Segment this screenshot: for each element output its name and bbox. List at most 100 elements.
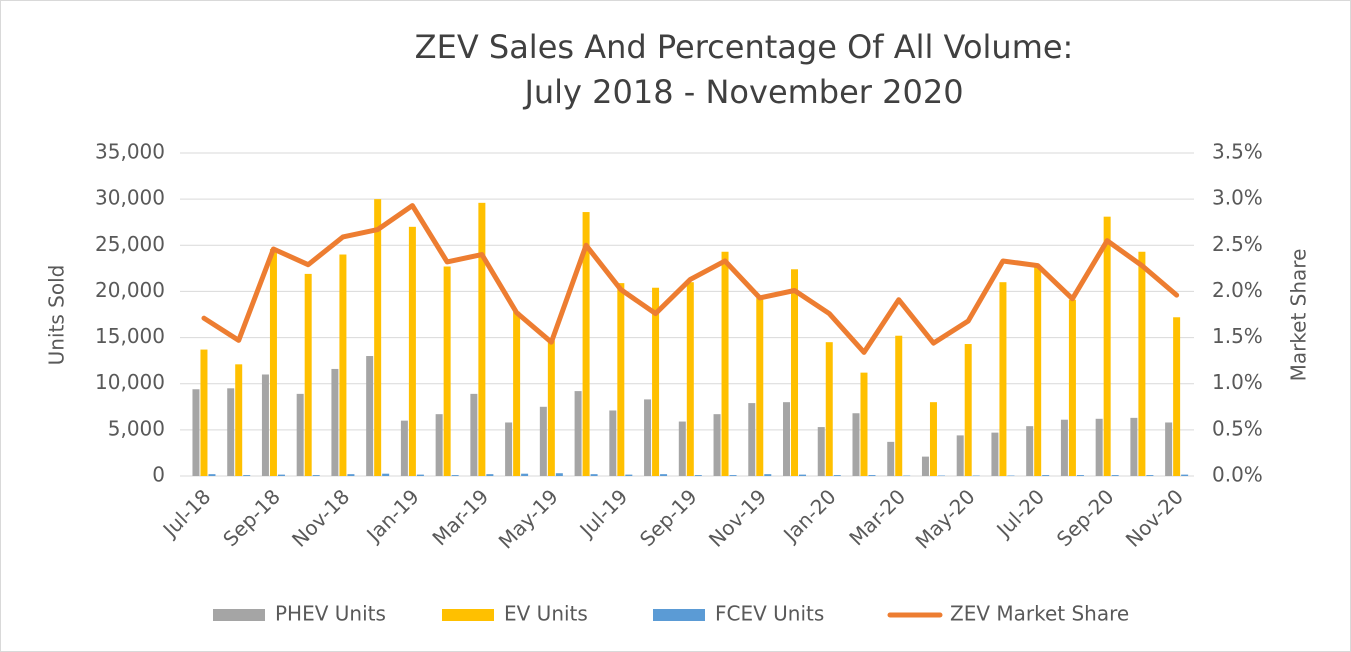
- bar: [868, 475, 876, 476]
- bar: [1026, 426, 1034, 476]
- bar: [208, 474, 216, 476]
- bar: [470, 393, 478, 476]
- y2-tick-label: 3.0%: [1212, 186, 1263, 210]
- bar: [277, 474, 285, 476]
- bar: [539, 406, 547, 476]
- y2-tick-label: 1.5%: [1212, 324, 1263, 348]
- bar: [555, 473, 563, 476]
- bar: [408, 226, 416, 476]
- bar: [748, 403, 756, 476]
- bar: [243, 475, 251, 476]
- bar: [756, 297, 764, 476]
- y2-tick-label: 0.5%: [1212, 416, 1263, 440]
- bar: [1181, 474, 1189, 476]
- bar: [644, 399, 652, 476]
- bar: [678, 421, 686, 476]
- y-tick-label: 20,000: [95, 278, 165, 302]
- legend-swatch: [653, 609, 705, 621]
- bar: [1138, 251, 1146, 476]
- bar: [347, 474, 355, 476]
- bar: [374, 199, 382, 476]
- bar: [312, 475, 320, 476]
- bar: [521, 473, 529, 476]
- y2-tick-label: 2.0%: [1212, 278, 1263, 302]
- bar: [991, 432, 999, 476]
- bar: [304, 273, 312, 476]
- bar: [451, 475, 459, 476]
- y-tick-label: 5,000: [108, 416, 165, 440]
- bar: [729, 475, 737, 476]
- bar: [929, 402, 937, 476]
- bar: [1060, 419, 1068, 476]
- bar: [799, 474, 807, 476]
- bar: [1130, 417, 1138, 476]
- y-tick-label: 15,000: [95, 324, 165, 348]
- bar: [296, 393, 304, 476]
- bar: [443, 266, 451, 476]
- bar: [660, 474, 668, 476]
- chart-title: ZEV Sales And Percentage Of All Volume:: [415, 28, 1074, 66]
- bar: [192, 389, 200, 476]
- line: [201, 203, 1180, 355]
- bar: [416, 474, 424, 476]
- bar: [435, 414, 443, 476]
- bar: [366, 356, 374, 476]
- bar: [1146, 475, 1154, 476]
- legend-label: PHEV Units: [275, 602, 386, 626]
- bar: [791, 269, 799, 476]
- bar: [964, 344, 972, 476]
- legend-label: FCEV Units: [715, 602, 824, 626]
- legend-label: EV Units: [504, 602, 588, 626]
- bar: [764, 474, 772, 476]
- bar: [200, 349, 208, 476]
- bar: [227, 388, 235, 476]
- legend-swatch: [442, 609, 494, 621]
- bar: [852, 413, 860, 476]
- y-tick-label: 30,000: [95, 186, 165, 210]
- bar: [478, 202, 486, 476]
- bar: [625, 474, 633, 476]
- bar: [339, 254, 347, 476]
- bar: [513, 311, 521, 476]
- y-tick-label: 25,000: [95, 232, 165, 256]
- bar: [721, 251, 729, 476]
- bar: [1095, 418, 1103, 476]
- bar: [1042, 475, 1050, 476]
- legend-label: ZEV Market Share: [950, 602, 1129, 626]
- bar: [1111, 475, 1119, 476]
- bar: [713, 414, 721, 476]
- y-tick-label: 10,000: [95, 370, 165, 394]
- y2-tick-label: 1.0%: [1212, 370, 1263, 394]
- bar: [833, 475, 841, 476]
- bar: [235, 364, 243, 476]
- y-axis-label: Units Sold: [45, 265, 69, 366]
- bar: [617, 283, 625, 476]
- bar: [652, 287, 660, 476]
- bar: [382, 473, 390, 476]
- bar: [999, 282, 1007, 476]
- bar: [269, 248, 277, 476]
- y2-tick-label: 0.0%: [1212, 463, 1263, 487]
- bar: [486, 474, 494, 476]
- bar: [400, 420, 408, 476]
- bar: [956, 435, 964, 476]
- bar: [895, 335, 903, 476]
- bar: [505, 422, 513, 476]
- bar: [686, 282, 694, 476]
- y-tick-label: 35,000: [95, 140, 165, 164]
- bar: [582, 212, 590, 476]
- bar: [825, 342, 833, 476]
- y2-tick-label: 2.5%: [1212, 232, 1263, 256]
- bar: [694, 475, 702, 476]
- y2-axis-label: Market Share: [1287, 249, 1311, 382]
- bar: [331, 368, 339, 476]
- bar: [783, 402, 791, 476]
- bar: [1076, 475, 1084, 476]
- legend-swatch: [213, 609, 265, 621]
- bar: [1034, 265, 1042, 476]
- bar: [887, 441, 895, 476]
- bar: [574, 391, 582, 476]
